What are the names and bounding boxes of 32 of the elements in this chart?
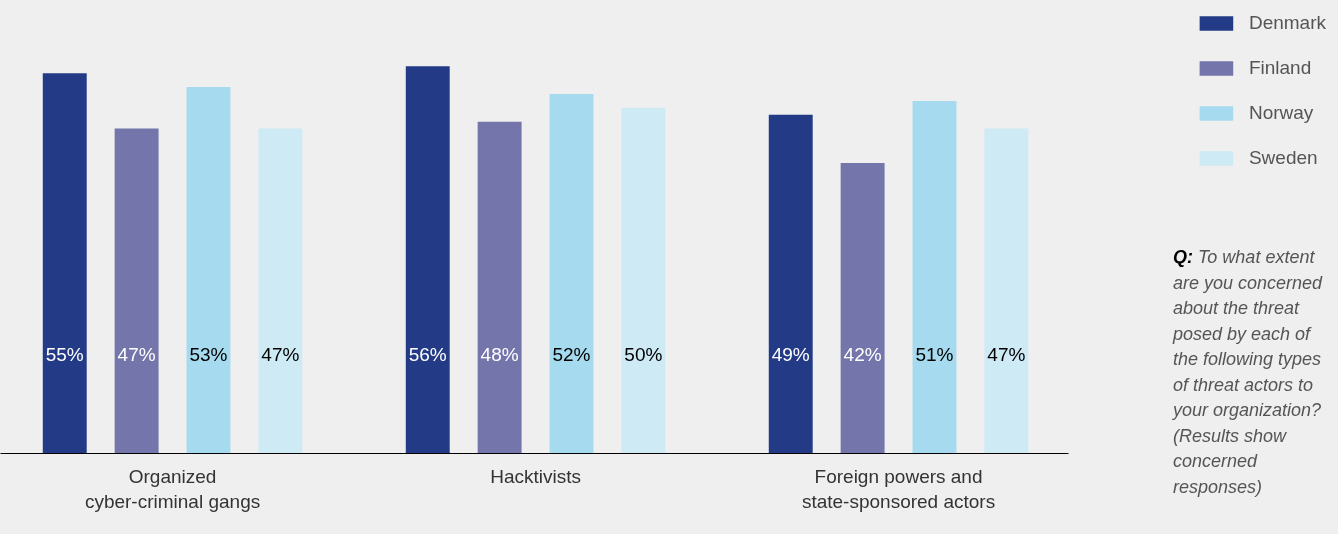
bar (912, 100, 957, 454)
legend-label: Denmark (1248, 12, 1326, 34)
legend-label: Norway (1248, 102, 1314, 124)
bar (42, 73, 87, 454)
data-label: 47% (261, 344, 300, 366)
data-label: 55% (45, 344, 84, 366)
bar (405, 66, 450, 454)
bar (258, 128, 303, 454)
legend-label: Sweden (1248, 147, 1318, 169)
data-label: 47% (987, 344, 1026, 366)
bar (621, 107, 666, 454)
bar (186, 87, 231, 454)
data-label: 48% (480, 344, 519, 366)
bar (984, 128, 1029, 454)
data-label: 49% (771, 344, 810, 366)
legend-label: Finland (1248, 57, 1312, 79)
bar (477, 121, 522, 454)
x-tick-label: Hacktivists (490, 465, 581, 487)
data-label: 53% (189, 344, 228, 366)
data-label: 50% (624, 344, 663, 366)
data-label: 42% (843, 344, 882, 366)
data-label: 51% (915, 344, 954, 366)
bar (840, 163, 885, 454)
bar (114, 128, 159, 454)
data-label: 52% (552, 344, 591, 366)
data-label: 56% (408, 344, 447, 366)
x-tick-label: Foreign powers and state-sponsored actors (801, 465, 996, 512)
bar (549, 93, 594, 454)
data-label: 47% (117, 344, 156, 366)
bar (768, 114, 813, 454)
text: Q: (1173, 247, 1193, 267)
x-tick-label: Organized cyber-criminal gangs (84, 465, 261, 512)
